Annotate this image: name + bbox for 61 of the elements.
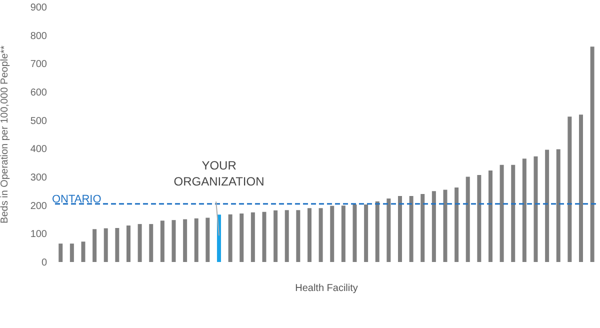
bar <box>352 204 357 262</box>
bar <box>341 206 346 262</box>
x-axis-title: Health Facility <box>295 283 358 294</box>
bar <box>477 175 482 262</box>
bar <box>545 150 550 262</box>
bar <box>284 210 289 262</box>
bar <box>432 191 436 262</box>
bar <box>138 224 142 262</box>
bar <box>115 228 120 262</box>
bar <box>172 220 176 262</box>
y-tick-label: 0 <box>41 258 48 269</box>
bar <box>534 156 538 262</box>
y-tick-label: 300 <box>30 172 48 184</box>
bar <box>160 220 164 262</box>
bar <box>240 214 244 262</box>
y-tick-label: 100 <box>30 229 48 240</box>
bar <box>578 114 583 262</box>
bar <box>488 170 492 262</box>
bar <box>228 214 232 262</box>
y-tick-label: 200 <box>30 200 48 212</box>
bar <box>409 196 414 262</box>
y-tick-label: 400 <box>30 144 48 156</box>
bar <box>511 164 516 262</box>
ref-line-label: ONTARIO <box>52 194 102 206</box>
y-tick-label: 900 <box>30 2 48 14</box>
bar <box>364 204 368 262</box>
y-tick-label: 600 <box>30 88 48 99</box>
bar <box>500 164 504 262</box>
bar <box>590 46 594 262</box>
y-tick-label: 500 <box>30 116 48 127</box>
bar <box>443 190 448 262</box>
bar <box>70 244 74 262</box>
y-tick-label: 800 <box>30 30 48 42</box>
bar <box>556 149 560 262</box>
annotation: YOUR ORGANIZATION <box>174 158 264 189</box>
y-axis-title: Beds in Operation per 100,000 People** <box>0 45 11 224</box>
bar <box>375 201 380 262</box>
bar <box>386 198 391 262</box>
bar <box>318 208 323 262</box>
bar <box>330 206 334 262</box>
bar <box>126 225 130 262</box>
bar <box>307 208 312 262</box>
bar <box>58 244 63 262</box>
bar <box>296 210 300 262</box>
bar <box>522 158 526 262</box>
bar <box>250 212 255 262</box>
bar <box>194 218 198 262</box>
bar <box>420 194 425 262</box>
bar <box>454 187 459 262</box>
bar <box>149 224 154 262</box>
bar <box>262 212 266 262</box>
bar <box>92 229 97 262</box>
y-tick-label: 700 <box>30 59 48 70</box>
bar <box>398 196 402 262</box>
bar <box>568 116 572 262</box>
bar <box>206 218 210 262</box>
bar <box>104 228 108 262</box>
bar <box>81 242 86 262</box>
bar <box>183 219 188 262</box>
bar <box>466 176 470 262</box>
bar <box>274 210 278 262</box>
